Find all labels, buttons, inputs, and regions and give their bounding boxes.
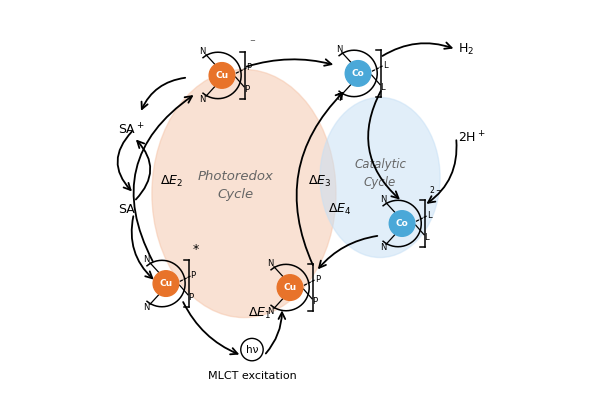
Text: P: P: [244, 85, 249, 93]
Text: N: N: [380, 243, 386, 252]
Text: N: N: [143, 255, 150, 264]
Text: P: P: [191, 271, 196, 280]
Text: H$_2$: H$_2$: [458, 42, 474, 57]
Text: N: N: [268, 307, 274, 316]
Text: P: P: [247, 63, 252, 72]
Text: $\Delta E_3$: $\Delta E_3$: [308, 174, 332, 189]
Text: hν: hν: [246, 345, 258, 355]
Text: L: L: [427, 211, 431, 220]
Text: Photoredox
Cycle: Photoredox Cycle: [198, 170, 274, 201]
Text: N: N: [380, 195, 386, 204]
Text: SA: SA: [118, 203, 134, 216]
Text: L: L: [383, 61, 388, 70]
Text: Co: Co: [352, 69, 364, 78]
Text: Cu: Cu: [215, 71, 229, 80]
Text: N: N: [335, 45, 342, 54]
Text: L: L: [424, 233, 429, 242]
Text: P: P: [188, 293, 193, 302]
Text: N: N: [200, 47, 206, 56]
Text: Cu: Cu: [160, 279, 172, 288]
Text: N: N: [200, 95, 206, 104]
Text: Catalytic
Cycle: Catalytic Cycle: [354, 158, 406, 189]
Text: Co: Co: [395, 219, 409, 228]
Circle shape: [345, 60, 371, 86]
Circle shape: [277, 275, 303, 300]
Text: N: N: [143, 303, 150, 312]
Text: *: *: [193, 243, 199, 256]
Text: MLCT excitation: MLCT excitation: [208, 371, 296, 380]
Ellipse shape: [320, 98, 440, 258]
Text: P: P: [312, 297, 317, 305]
Text: Cu: Cu: [283, 283, 296, 292]
Text: N: N: [268, 259, 274, 268]
Ellipse shape: [152, 69, 336, 318]
Text: $^{2-}$: $^{2-}$: [429, 186, 443, 196]
Circle shape: [241, 339, 263, 361]
Text: 2H$^+$: 2H$^+$: [458, 130, 485, 145]
Circle shape: [389, 211, 415, 236]
Text: SA$^+$: SA$^+$: [118, 122, 145, 137]
Text: $\Delta E_1$: $\Delta E_1$: [248, 306, 272, 321]
Circle shape: [209, 62, 235, 88]
Text: N: N: [335, 93, 342, 102]
Text: ⁻: ⁻: [249, 38, 255, 48]
Text: $\Delta E_4$: $\Delta E_4$: [328, 202, 352, 217]
Text: L: L: [380, 83, 385, 91]
Circle shape: [153, 271, 179, 296]
Text: P: P: [314, 275, 320, 284]
Text: $\Delta E_2$: $\Delta E_2$: [160, 174, 184, 189]
